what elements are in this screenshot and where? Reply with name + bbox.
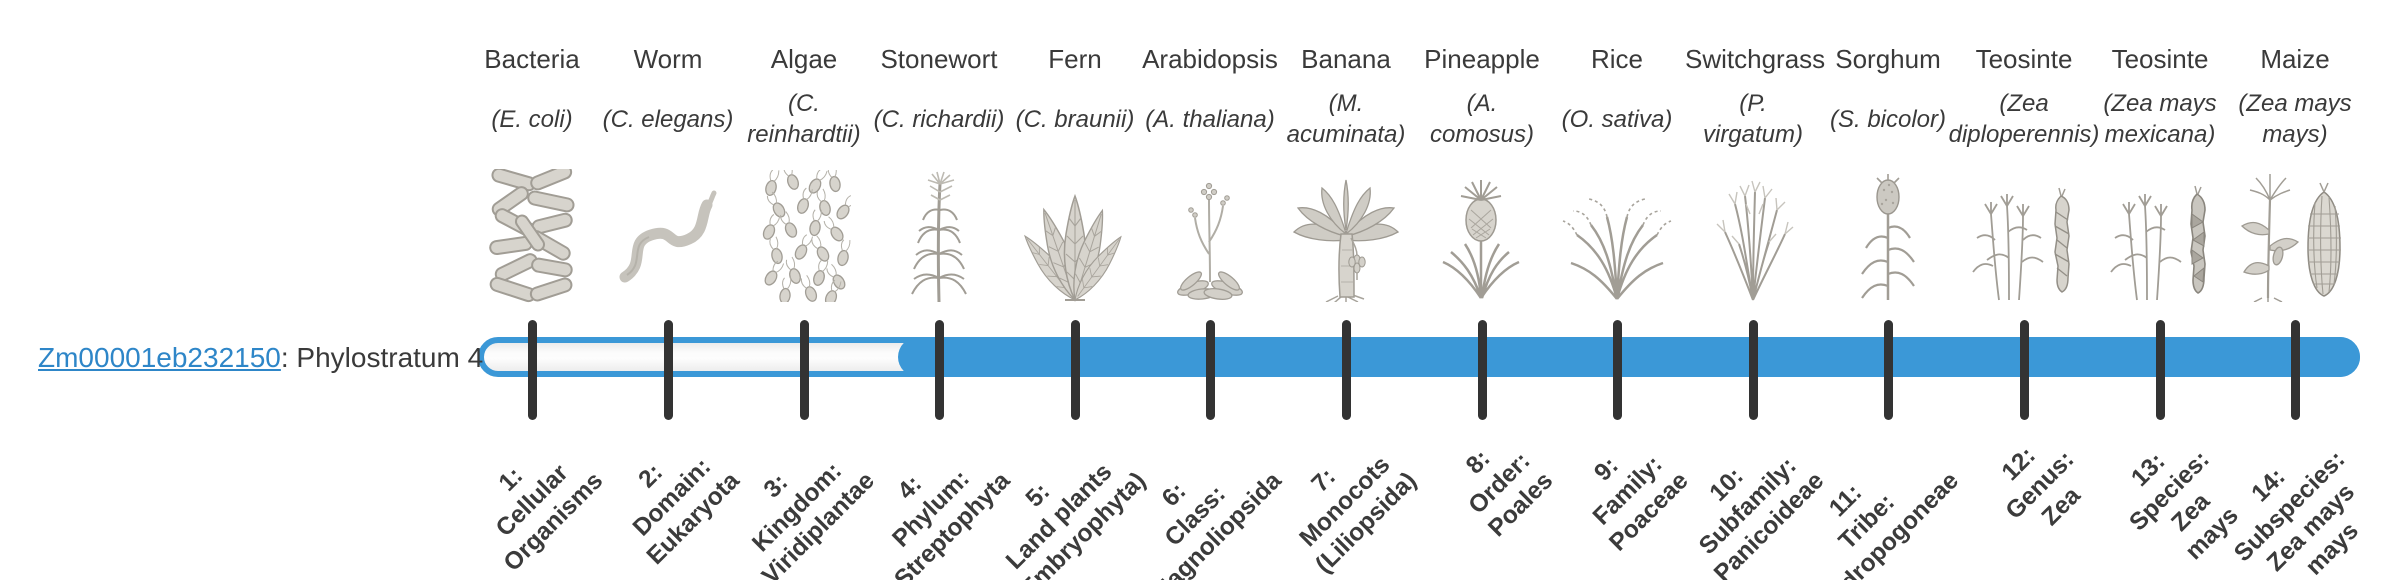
stratum-tick-13 [2155,320,2165,420]
organism-name: Maize [2260,44,2330,74]
organism-name: Stonewort [880,44,998,74]
organism-column-switchgrass: Switchgrass (P. virgatum) [1685,40,1826,310]
stratum-tick-14 [2290,320,2300,420]
organism-species: (A. thaliana) [1145,105,1275,133]
stratum-tick-3 [799,320,809,420]
teosinte-mexicana-icon [2110,185,2206,301]
stratum-label-8: 8: Order: Poales [1461,444,1559,542]
stratum-tick-1 [527,320,537,420]
stratum-tick-10 [1748,320,1758,420]
organism-name: Algae [770,44,838,74]
organism-species: (S. bicolor) [1829,105,1947,133]
stratum-label-12: 12: Genus: Zea [1996,442,2086,531]
organism-name: Teosinte [2111,44,2209,74]
worm-icon [619,190,717,283]
algae-icon [760,170,851,302]
gene-label-suffix: : Phylostratum 4 [280,342,484,373]
stratum-tick-12 [2019,320,2029,420]
stratum-label-3: 3: Kingdom: Viridiplantae [747,457,881,580]
gene-link[interactable]: Zm00001eb232150 [38,342,281,373]
switchgrass-icon [1716,180,1794,301]
pineapple-icon [1442,180,1520,299]
organism-column-maize: Maize (Zea mays mays) [2227,40,2363,310]
organism-species: (Zea diploperennis) [1948,90,2100,148]
fern-icon [1019,195,1128,302]
organism-name: Bacteria [484,44,580,74]
organism-name: Arabidopsis [1142,44,1278,74]
organism-column-worm: Worm (C. elegans) [600,40,736,310]
organism-name: Fern [1048,44,1102,74]
organism-column-bacteria: Bacteria (E. coli) [464,40,600,310]
organism-column-fern: Fern (C. braunii) [1007,40,1143,310]
organism-name: Switchgrass [1685,44,1826,74]
stratum-tick-11 [1883,320,1893,420]
organism-column-pineapple: Pineapple (A. comosus) [1414,40,1550,310]
organism-species: (C. braunii) [1015,105,1135,133]
organism-column-teosinte-mexicana: Teosinte (Zea mays mexicana) [2092,40,2228,310]
organism-species: (Zea mays mexicana) [2103,90,2217,148]
organism-name: Sorghum [1835,44,1941,74]
organism-name: Rice [1590,44,1643,74]
organism-column-sorghum: Sorghum (S. bicolor) [1820,40,1956,310]
organism-column-teosinte-diploperennis: Teosinte (Zea diploperennis) [1948,40,2100,310]
organism-species: (C. elegans) [602,105,734,133]
phylostratum-bar-fill [898,337,2360,377]
gene-label: Zm00001eb232150: Phylostratum 4 [38,342,483,374]
organism-species: (O. sativa) [1561,105,1673,133]
organism-name: Banana [1301,44,1391,74]
organism-name: Pineapple [1424,44,1540,74]
stratum-label-9: 9: Family: Poaceae [1587,450,1694,557]
organism-column-arabidopsis: Arabidopsis (A. thaliana) [1142,40,1278,310]
stratum-tick-4 [934,320,944,420]
organism-species: (Zea mays mays) [2238,90,2352,148]
stratum-tick-9 [1612,320,1622,420]
stratum-tick-5 [1070,320,1080,420]
stratum-label-2: 2: Domain: Eukaryota [627,453,745,570]
organism-column-algae: Algae (C. reinhardtii) [736,40,872,310]
organism-species: (P. virgatum) [1702,90,1804,148]
stratum-label-7: 7: Monocots (Liliopsida) [1294,451,1423,579]
phylostratum-bar-track [478,337,2360,377]
organism-name: Worm [633,44,703,74]
organism-column-banana: Banana (M. acuminata) [1278,40,1414,310]
organism-species: (E. coli) [491,105,573,133]
organism-species: (C. richardii) [873,105,1005,133]
organism-species: (C. reinhardtii) [747,90,861,148]
bacteria-icon [489,169,575,303]
sorghum-icon [1861,174,1915,300]
rice-icon [1562,198,1672,300]
organism-column-stonewort: Stonewort (C. richardii) [871,40,1007,310]
organism-name: Teosinte [1975,44,2073,74]
stratum-tick-2 [663,320,673,420]
organism-species: (A. comosus) [1429,90,1535,148]
banana-icon [1292,179,1400,302]
teosinte-diploperennis-icon [1972,187,2070,301]
stratum-tick-8 [1477,320,1487,420]
organism-species: (M. acuminata) [1286,90,1406,148]
stratum-label-14: 14: Subspecies: Zea mays mays [2228,445,2364,580]
arabidopsis-icon [1177,182,1243,300]
maize-icon [2240,174,2341,302]
stratum-label-1: 1: Cellular Organisms [490,459,609,577]
stonewort-icon [911,171,967,302]
stratum-tick-6 [1205,320,1215,420]
organism-column-rice: Rice (O. sativa) [1549,40,1685,310]
stratum-tick-7 [1341,320,1351,420]
